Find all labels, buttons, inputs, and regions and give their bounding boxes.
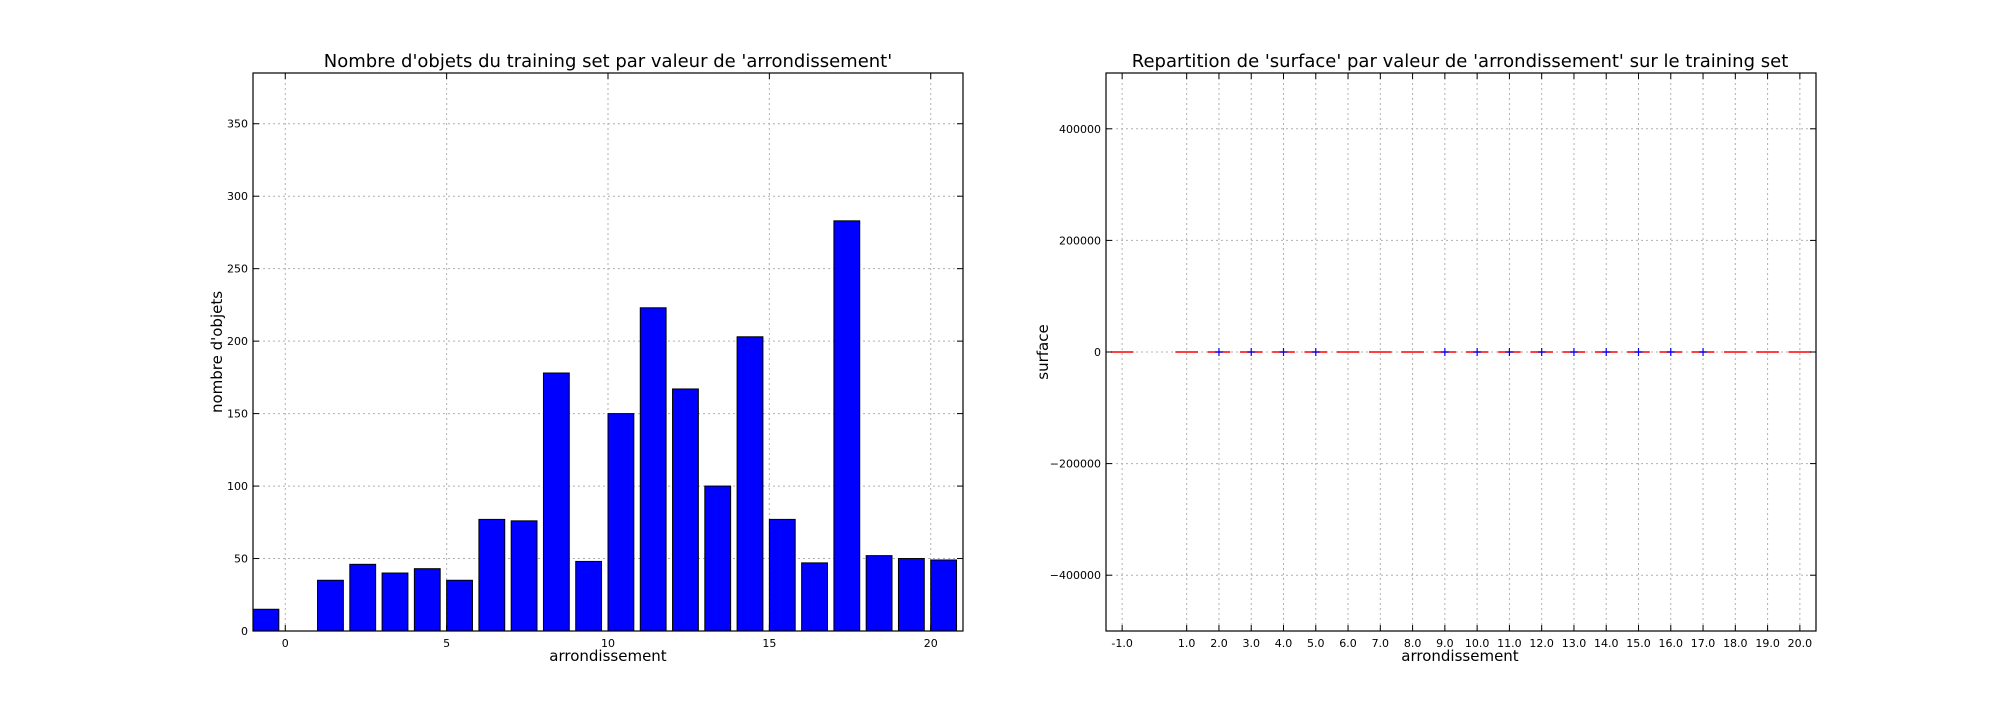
bar-ytick-label: 50 — [234, 553, 248, 566]
box-chart-ylabel: surface — [1034, 324, 1052, 379]
box-chart-xlabel: arrondissement — [1401, 647, 1519, 665]
bar — [478, 518, 506, 632]
box-ytick-label: 200000 — [1059, 234, 1101, 247]
bar — [801, 562, 828, 632]
bar-xtick-label: 10 — [601, 637, 615, 650]
box-xtick-label: 14.0 — [1594, 637, 1619, 650]
bar — [704, 485, 732, 632]
bar-xtick-label: 0 — [282, 637, 289, 650]
box-ytick-label: 0 — [1094, 346, 1101, 359]
bar-chart: Nombre d'objets du training set par vale… — [208, 51, 964, 665]
bar — [349, 563, 377, 632]
box-chart-ticks: -1.0 1.0 2.0 3.0 4.0 5.0 6.0 7.0 8.0 9.0 10.0 11.0 1… — [1050, 73, 1816, 650]
box-xtick-label: 16.0 — [1659, 637, 1684, 650]
bar-chart-ylabel: nombre d'objets — [208, 291, 226, 413]
box-xtick-label: 10.0 — [1465, 637, 1490, 650]
box-xtick-label: 5.0 — [1307, 637, 1325, 650]
box-ytick-label: 400000 — [1059, 123, 1101, 136]
bar-ytick-label: 100 — [227, 480, 248, 493]
bar — [865, 555, 893, 632]
bar-ytick-label: 150 — [227, 408, 248, 421]
box-xtick-label: 2.0 — [1210, 637, 1228, 650]
bar — [252, 608, 280, 632]
box-xtick-label: 6.0 — [1339, 637, 1357, 650]
bar-chart-title: Nombre d'objets du training set par vale… — [324, 51, 892, 72]
box-xtick-label: 13.0 — [1562, 637, 1587, 650]
box-xtick-label: 8.0 — [1404, 637, 1422, 650]
box-xtick-label: 15.0 — [1626, 637, 1651, 650]
box-ytick-label: −200000 — [1050, 458, 1101, 471]
bar — [768, 518, 796, 632]
bar-xtick-label: 15 — [762, 637, 776, 650]
box-xtick-label: 7.0 — [1372, 637, 1390, 650]
bar — [833, 220, 861, 632]
box-xtick-label: 9.0 — [1436, 637, 1454, 650]
bar — [607, 413, 635, 632]
bar — [672, 388, 699, 632]
box-xtick-label: 19.0 — [1755, 637, 1780, 650]
bar — [413, 568, 441, 632]
box-xtick-label: 18.0 — [1723, 637, 1748, 650]
box-ytick-label: −400000 — [1050, 569, 1101, 582]
box-chart-boxes — [1110, 348, 1812, 356]
bar — [317, 579, 344, 632]
bar — [897, 558, 925, 632]
bar — [510, 520, 538, 632]
box-chart-title: Repartition de 'surface' par valeur de '… — [1132, 51, 1789, 72]
box-xtick-label: 20.0 — [1788, 637, 1813, 650]
bar-xtick-label: 5 — [443, 637, 450, 650]
bar-ytick-label: 0 — [241, 625, 248, 638]
bar — [381, 572, 409, 632]
bar — [639, 307, 667, 632]
box-xtick-label: 11.0 — [1497, 637, 1522, 650]
box-xtick-label: 4.0 — [1275, 637, 1293, 650]
box-xtick-label: 1.0 — [1178, 637, 1196, 650]
bar-ytick-label: 350 — [227, 118, 248, 131]
bar-ytick-label: 200 — [227, 335, 248, 348]
bar — [542, 372, 570, 632]
bar — [446, 579, 473, 632]
bar-ytick-label: 300 — [227, 190, 248, 203]
box-xtick-label: 12.0 — [1529, 637, 1554, 650]
bar-xtick-label: 20 — [924, 637, 938, 650]
bar — [930, 559, 958, 632]
bar-chart-xlabel: arrondissement — [549, 647, 667, 665]
bar — [736, 336, 764, 632]
box-xtick-label: 17.0 — [1691, 637, 1716, 650]
box-chart: Repartition de 'surface' par valeur de '… — [1034, 51, 1817, 665]
box-chart-grid — [1106, 73, 1816, 631]
bar-chart-bars — [252, 220, 958, 632]
box-xtick-label: -1.0 — [1111, 637, 1132, 650]
bar-ytick-label: 250 — [227, 263, 248, 276]
bar — [575, 560, 603, 632]
box-xtick-label: 3.0 — [1242, 637, 1260, 650]
